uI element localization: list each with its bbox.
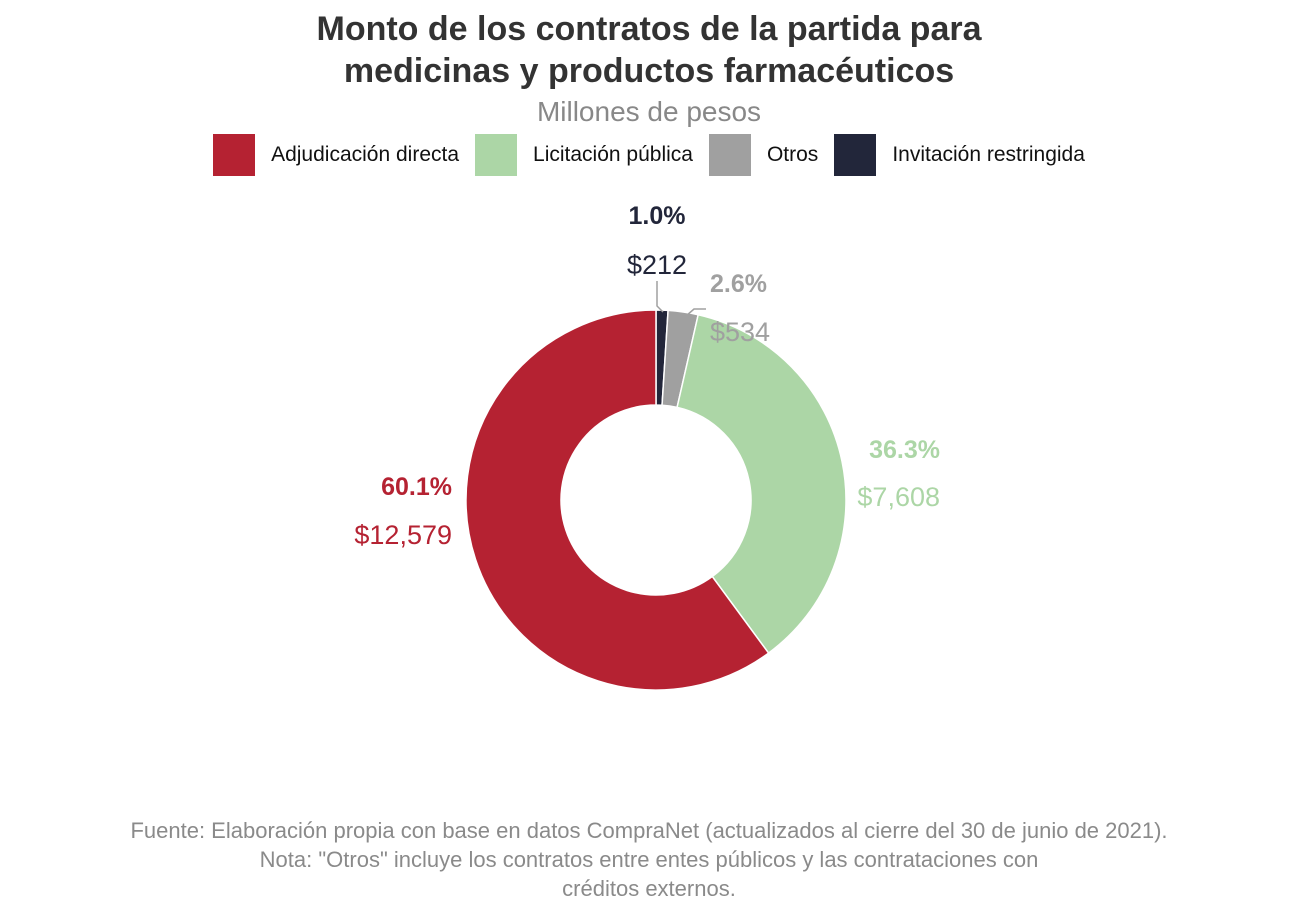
donut-slice-3 [465, 309, 770, 691]
chart-title-line-1: Monto de los contratos de la partida par… [316, 10, 982, 48]
chart-title-line-2: medicinas y productos farmacéuticos [343, 52, 955, 90]
leader-line-0 [656, 281, 664, 313]
legend: Adjudicación directa Licitación pública … [0, 134, 1298, 176]
footer-source: Fuente: Elaboración propia con base en d… [130, 818, 1168, 843]
footer-note-line-2: créditos externos. [562, 876, 736, 901]
percent-label-0: 1.0% [629, 202, 686, 230]
legend-label: Licitación pública [533, 143, 693, 166]
legend-label: Invitación restringida [892, 143, 1085, 166]
legend-item-otros: Otros [708, 134, 819, 176]
percent-label-3: 60.1% [381, 473, 452, 501]
leader-line-1 [685, 308, 706, 317]
legend-swatch [834, 134, 877, 176]
legend-item-invitacion: Invitación restringida [834, 134, 1085, 176]
chart-title: Monto de los contratos de la partida par… [0, 8, 1298, 92]
legend-item-licitacion: Licitación pública [475, 134, 693, 176]
legend-swatch [475, 134, 518, 176]
percent-label-2: 36.3% [869, 436, 940, 464]
legend-swatch [213, 134, 256, 176]
value-label-0: $212 [627, 250, 687, 280]
legend-label: Otros [766, 143, 819, 166]
value-label-3: $12,579 [354, 520, 452, 550]
footer-note: Fuente: Elaboración propia con base en d… [0, 816, 1298, 903]
legend-item-adjudicacion: Adjudicación directa [213, 134, 459, 176]
percent-label-1: 2.6% [710, 270, 767, 298]
legend-swatch [708, 134, 751, 176]
donut-slice-2 [676, 313, 847, 655]
value-label-2: $7,608 [857, 482, 940, 512]
legend-label: Adjudicación directa [271, 143, 460, 166]
chart-subtitle: Millones de pesos [536, 96, 762, 127]
value-label-1: $534 [710, 317, 770, 347]
footer-note-line-1: Nota: "Otros" incluye los contratos entr… [259, 847, 1039, 872]
